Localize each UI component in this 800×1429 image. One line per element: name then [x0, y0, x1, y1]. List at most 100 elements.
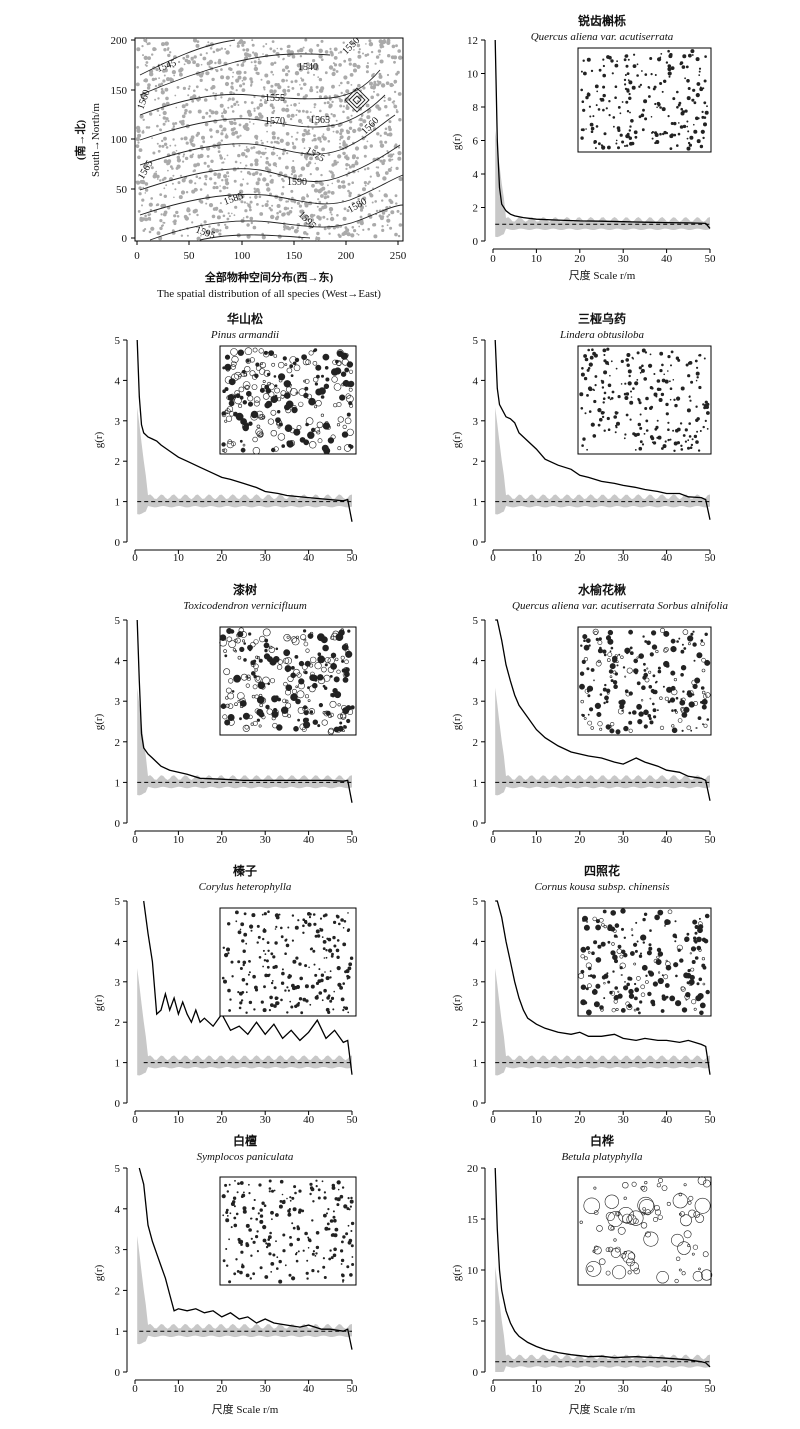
inset-point: [269, 1231, 272, 1235]
inset-point: [289, 1000, 292, 1003]
inset-point: [693, 659, 696, 662]
inset-point: [288, 1273, 292, 1277]
inset-point: [256, 696, 265, 704]
inset-point: [624, 433, 627, 436]
inset-point: [286, 403, 290, 407]
map-point: [345, 163, 349, 167]
inset-point: [623, 952, 628, 958]
inset-point: [264, 1275, 269, 1279]
map-point: [156, 174, 160, 179]
map-panel: 1540 1545 1550 1555 1560 1560 1565 1565 …: [73, 35, 407, 300]
inset-point: [252, 974, 256, 979]
inset-point: [590, 126, 595, 131]
map-point: [176, 155, 180, 160]
inset-point: [653, 131, 658, 135]
map-point: [259, 114, 264, 119]
inset-point: [699, 144, 704, 149]
inset-point: [706, 718, 710, 721]
inset-point: [595, 924, 601, 931]
map-point: [329, 47, 332, 51]
inset-point: [688, 701, 695, 708]
map-point: [209, 47, 213, 50]
map-point: [265, 43, 268, 45]
map-point: [379, 159, 383, 163]
inset-point: [700, 686, 705, 690]
inset-point: [313, 348, 318, 352]
inset-point: [294, 655, 299, 659]
map-point: [386, 218, 391, 223]
map-point: [265, 156, 269, 160]
inset-point: [333, 383, 342, 391]
inset-point: [267, 910, 270, 914]
inset-point: [698, 1267, 701, 1271]
panel-title-cn: 华山松: [227, 311, 263, 326]
map-point: [342, 151, 346, 156]
inset-point: [245, 1242, 249, 1246]
observed-g-line: [136, 339, 353, 522]
inset-point: [273, 375, 277, 378]
inset-point: [339, 986, 344, 990]
inset-point: [631, 1181, 637, 1187]
inset-point: [672, 933, 677, 938]
map-point: [149, 213, 152, 216]
map-point: [291, 196, 294, 200]
inset-point: [351, 1263, 355, 1267]
map-point: [140, 96, 144, 99]
map-point: [225, 133, 228, 136]
xtick-label: 30: [260, 834, 272, 846]
inset-point: [272, 965, 276, 970]
inset-point: [302, 931, 305, 934]
inset-point: [610, 926, 616, 932]
map-point: [244, 52, 248, 57]
inset-point: [287, 989, 291, 992]
inset-point: [344, 667, 350, 673]
map-point: [284, 65, 289, 70]
map-point: [260, 151, 264, 155]
inset-point: [612, 954, 618, 961]
map-point: [350, 233, 355, 238]
map-point: [266, 80, 271, 85]
map-point: [142, 118, 145, 122]
map-point: [209, 128, 213, 132]
inset-point: [220, 703, 227, 710]
map-point: [243, 201, 247, 204]
inset-point: [235, 920, 238, 923]
inset-point: [602, 348, 607, 353]
xtick-label: 20: [216, 834, 228, 846]
map-point: [318, 54, 323, 59]
map-point: [278, 210, 282, 214]
map-point: [254, 171, 259, 175]
map-point: [174, 144, 177, 147]
map-point: [313, 188, 319, 193]
inset-point: [223, 448, 228, 453]
map-point: [397, 156, 402, 161]
inset-point: [650, 72, 653, 76]
map-point: [272, 162, 277, 167]
inset-point: [647, 85, 650, 89]
map-point: [227, 212, 230, 215]
map-point: [309, 173, 312, 176]
inset-point: [263, 1204, 266, 1207]
inset-point: [628, 1210, 644, 1226]
map-point: [268, 163, 272, 167]
inset-point: [612, 116, 616, 119]
map-point: [273, 109, 276, 112]
map-point: [318, 207, 323, 212]
panel-title-latin: Symplocos paniculata: [197, 1151, 294, 1163]
xtick-label: 20: [216, 1114, 228, 1126]
map-ytick-label: 0: [122, 233, 128, 245]
inset-point: [322, 684, 326, 688]
ytick-label: 5: [115, 615, 121, 627]
map-point: [171, 70, 176, 75]
inset-point: [675, 356, 680, 360]
inset-point: [681, 1007, 688, 1013]
map-point: [249, 200, 253, 204]
inset-point: [644, 351, 648, 354]
inset-point: [592, 628, 599, 635]
inset-point: [307, 699, 311, 703]
map-point: [331, 71, 336, 77]
inset-point: [701, 698, 708, 705]
xtick-label: 10: [531, 1383, 543, 1395]
inset-point: [245, 1273, 250, 1278]
inset-point: [625, 100, 629, 104]
